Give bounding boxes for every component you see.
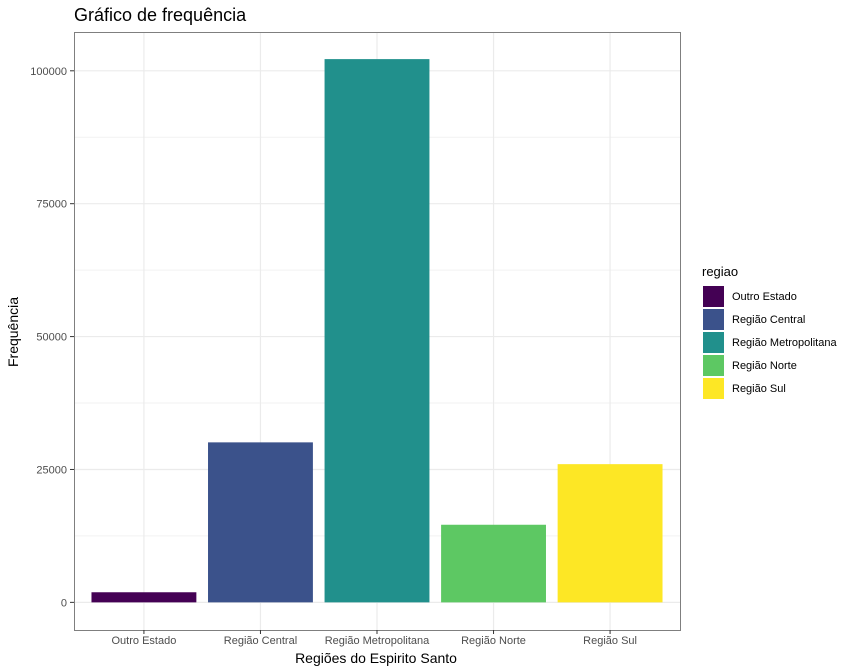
- legend-label: Região Central: [732, 314, 805, 326]
- bar: [441, 524, 546, 603]
- x-tick-label: Região Central: [224, 635, 297, 647]
- y-tick-label: 50000: [36, 332, 67, 344]
- y-tick-label: 100000: [30, 66, 67, 78]
- legend-key: [703, 286, 724, 307]
- y-axis: 0 25000 50000 75000 100000: [30, 66, 74, 609]
- legend-key: [703, 378, 724, 399]
- legend-key: [703, 355, 724, 376]
- y-tick-label: 0: [61, 597, 67, 609]
- legend-label: Região Metropolitana: [732, 337, 837, 349]
- bar: [208, 442, 313, 603]
- legend-label: Região Sul: [732, 383, 786, 395]
- x-tick-label: Região Norte: [461, 635, 526, 647]
- x-tick-label: Região Sul: [583, 635, 637, 647]
- y-axis-title: Frequência: [5, 297, 21, 367]
- legend-label: Outro Estado: [732, 291, 797, 303]
- x-tick-label: Região Metropolitana: [325, 635, 430, 647]
- bar: [91, 592, 197, 603]
- x-tick-label: Outro Estado: [112, 635, 177, 647]
- x-axis-title: Regiões do Espirito Santo: [295, 650, 457, 666]
- legend-title: regiao: [702, 264, 738, 279]
- bar: [324, 59, 430, 603]
- chart-title: Gráfico de frequência: [74, 5, 247, 25]
- legend: Outro Estado Região Central Região Metropo…: [703, 286, 837, 399]
- legend-key: [703, 332, 724, 353]
- x-axis: Outro Estado Região Central Região Metropo…: [112, 630, 637, 647]
- legend-key: [703, 309, 724, 330]
- y-tick-label: 25000: [36, 464, 67, 476]
- legend-label: Região Norte: [732, 360, 797, 372]
- y-tick-label: 75000: [36, 199, 67, 211]
- bar: [557, 464, 663, 603]
- bars: [91, 59, 663, 603]
